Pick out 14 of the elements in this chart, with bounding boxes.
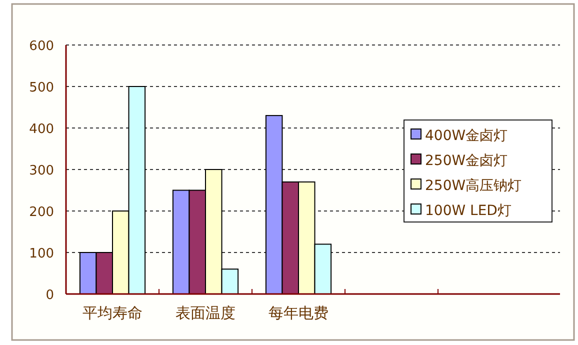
y-tick-label: 300 [29,164,54,178]
x-tick-label: 表面温度 [176,304,236,322]
legend-label: 250W高压钠灯 [425,178,522,194]
x-tick-label: 平均寿命 [82,304,142,322]
y-tick-label: 200 [29,205,54,220]
legend-label: 250W金卤灯 [425,153,508,169]
y-tick-label: 100 [29,246,54,262]
y-tick-label: 400 [29,122,54,137]
y-tick-label: 600 [29,39,54,54]
legend-label: 400W金卤灯 [425,128,508,144]
y-tick-label: 500 [29,80,54,96]
x-tick-label: 每年电费 [268,304,328,322]
y-tick-label: 0 [46,288,54,303]
legend-label: 100W LED灯 [425,203,512,219]
